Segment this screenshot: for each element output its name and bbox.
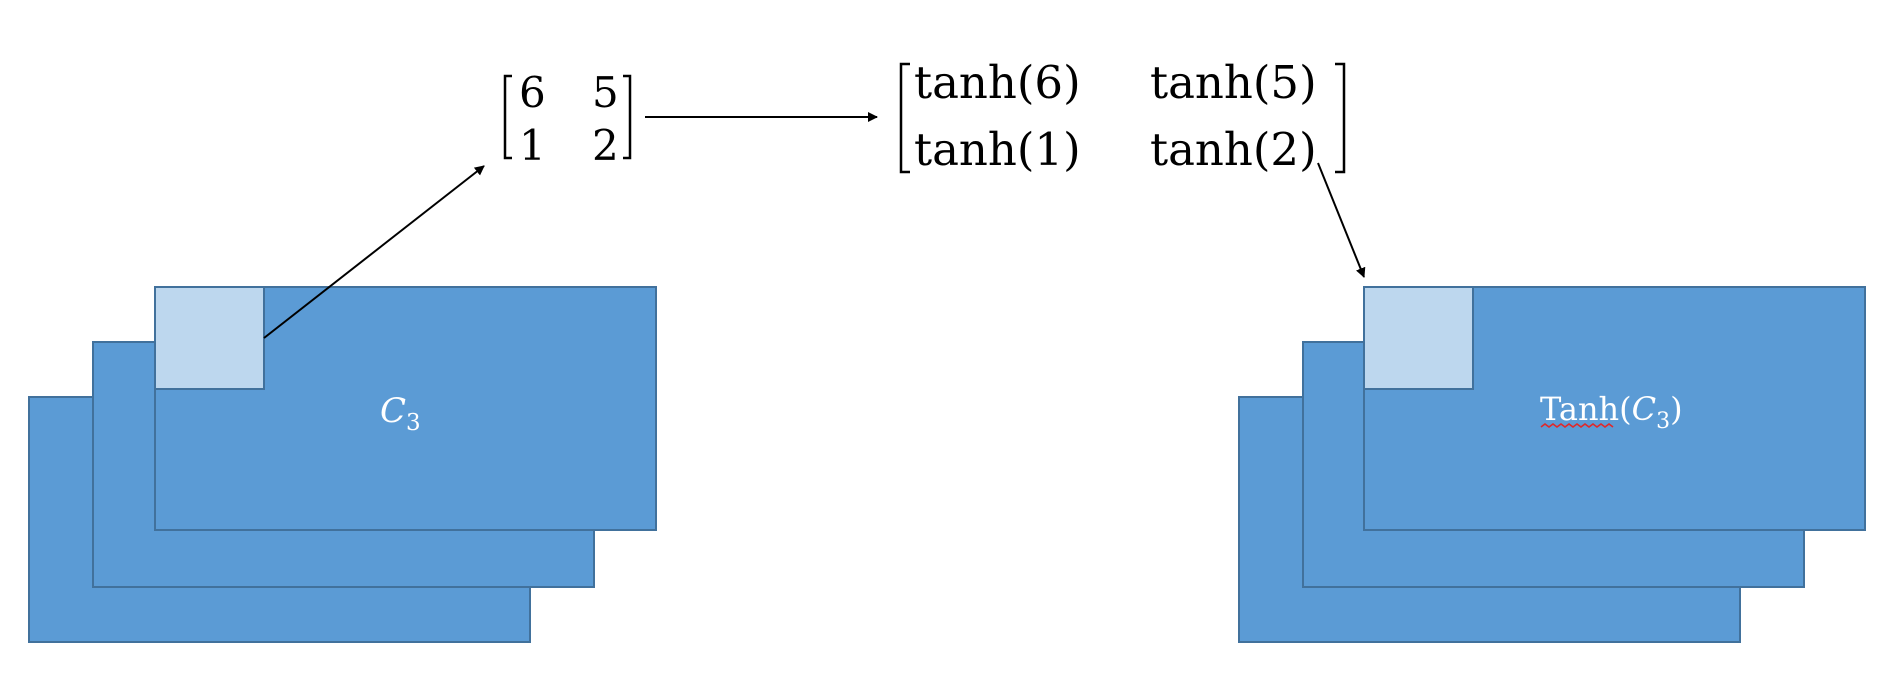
- left-layer-label: C3: [380, 391, 421, 436]
- left-feature-map-stack: C3: [28, 286, 657, 643]
- output-matrix-cell: tanh(1): [914, 123, 1081, 176]
- output-matrix-cell: tanh(2): [1150, 123, 1317, 176]
- output-matrix: tanh(6) tanh(5) tanh(1) tanh(2): [899, 56, 1346, 176]
- output-matrix-cell: tanh(5): [1150, 56, 1317, 109]
- output-matrix-left-bracket: [899, 62, 910, 174]
- input-matrix-cell: 6: [519, 68, 546, 117]
- left-label-base: C: [380, 391, 406, 431]
- output-matrix-cell: tanh(6): [914, 56, 1081, 109]
- input-matrix-cell: 5: [592, 68, 619, 117]
- left-label-subscript: 3: [406, 410, 421, 436]
- right-layer-label: Tanh(C3): [1540, 390, 1683, 434]
- right-patch-2x2: [1363, 286, 1474, 390]
- input-matrix-left-bracket: [503, 74, 512, 160]
- right-label-suffix: ): [1670, 390, 1682, 428]
- output-matrix-right-bracket: [1335, 62, 1346, 174]
- right-feature-map-stack: Tanh(C3): [1238, 286, 1866, 643]
- right-label-subscript: 3: [1656, 409, 1670, 434]
- right-label-prefix: Tanh(: [1540, 390, 1632, 428]
- input-matrix-right-bracket: [623, 74, 632, 160]
- patch-to-input-matrix-arrow: [263, 165, 485, 339]
- input-matrix: 6 5 1 2: [503, 68, 632, 170]
- output-matrix-to-patch-arrow: [1317, 162, 1366, 278]
- input-matrix-cell: 2: [592, 121, 619, 170]
- spellcheck-underline: [1540, 423, 1614, 428]
- right-label-base: C: [1632, 390, 1656, 428]
- input-matrix-cell: 1: [519, 121, 546, 170]
- left-patch-2x2: [154, 286, 265, 390]
